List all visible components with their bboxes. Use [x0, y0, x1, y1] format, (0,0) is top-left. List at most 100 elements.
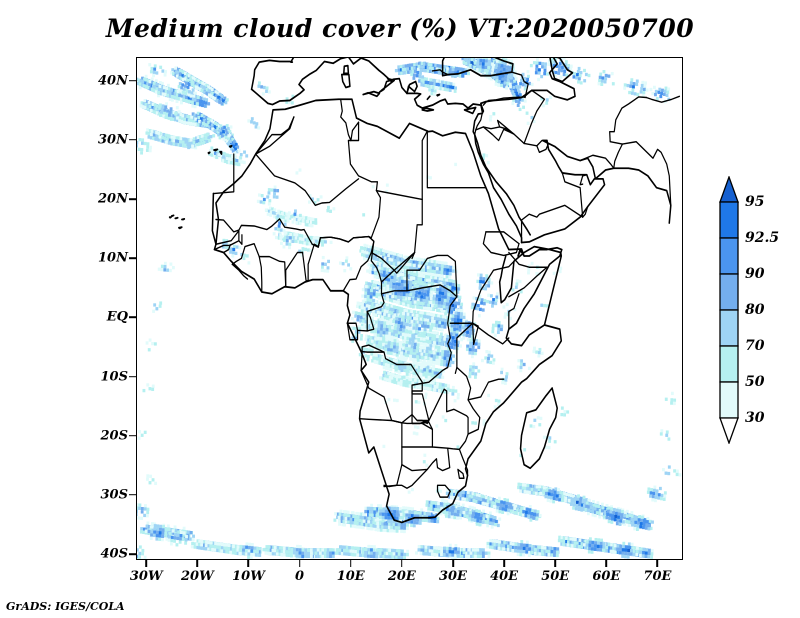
cloud-cell — [431, 272, 435, 277]
cloud-cell — [207, 89, 211, 93]
cloud-cell — [216, 149, 220, 153]
cloud-cell — [208, 152, 212, 156]
cloud-cell — [205, 139, 209, 144]
cloud-cell — [188, 115, 192, 119]
cloud-cell — [452, 279, 456, 284]
cloud-cell — [395, 259, 399, 264]
cloud-cell — [365, 244, 369, 248]
cloud-cell — [566, 67, 570, 71]
cloud-cell — [429, 176, 432, 180]
cloud-cell — [224, 242, 228, 246]
cloud-cell — [391, 255, 395, 259]
cloud-cell — [428, 278, 432, 282]
cloud-cell — [403, 67, 407, 71]
cloud-cell — [440, 71, 444, 75]
cloud-cell — [451, 74, 454, 78]
cloud-cell — [183, 143, 187, 147]
cloud-cell — [326, 269, 330, 273]
cloud-cell — [362, 246, 366, 251]
cloud-cell — [408, 63, 412, 68]
cloud-cell — [176, 116, 179, 120]
cloud-cell — [501, 77, 505, 81]
cloud-cell — [202, 97, 206, 101]
cloud-cell — [200, 113, 204, 118]
cloud-cell — [223, 125, 227, 129]
cloud-cell — [301, 241, 305, 245]
cloud-cell — [510, 59, 513, 64]
cloud-cell — [228, 154, 232, 158]
cloud-cell — [141, 105, 145, 109]
cloud-cell — [397, 65, 401, 69]
cloud-cell — [493, 68, 497, 72]
cloud-cell — [214, 90, 218, 94]
cloud-cell — [629, 81, 633, 85]
cloud-cell — [491, 65, 495, 69]
cloud-cell — [206, 132, 209, 137]
cloud-cell — [191, 88, 195, 92]
cloud-cell — [210, 153, 214, 157]
cloud-cell — [415, 264, 419, 268]
cloud-cell — [492, 58, 496, 60]
cloud-cell — [664, 86, 668, 90]
cloud-cell — [443, 271, 447, 275]
cloud-cell — [409, 70, 413, 74]
cloud-cell — [559, 75, 563, 79]
cloud-cell — [547, 62, 551, 66]
cloud-cell — [428, 259, 432, 263]
cloud-cell — [512, 93, 516, 97]
cloud-cell — [225, 239, 229, 243]
cloud-cell — [160, 107, 164, 111]
cloud-cell — [186, 114, 190, 119]
cloud-cell — [168, 135, 172, 139]
cloud-cell — [436, 64, 440, 68]
cloud-cell — [402, 302, 405, 306]
cloud-cell — [153, 130, 157, 134]
cloud-cell — [146, 142, 150, 146]
cloud-cell — [497, 79, 501, 84]
cloud-cell — [197, 139, 201, 143]
cloud-cell — [168, 97, 172, 102]
cloud-cell — [387, 268, 391, 273]
cloud-cell — [309, 248, 313, 253]
cloud-cell — [175, 70, 179, 74]
cloud-cell — [374, 257, 378, 261]
cloud-cell — [372, 259, 376, 264]
cloud-cell — [546, 72, 549, 76]
cloud-cell — [226, 246, 230, 250]
cloud-cell — [278, 229, 281, 234]
cloud-cell — [659, 94, 663, 99]
cloud-cell — [527, 74, 530, 79]
cloud-cell — [506, 78, 510, 83]
cloud-cell — [207, 135, 211, 140]
cloud-cell — [536, 58, 539, 62]
cloud-cell — [165, 86, 169, 91]
cloud-cell — [420, 61, 424, 66]
cloud-cell — [186, 85, 190, 90]
cloud-cell — [362, 213, 366, 217]
cloud-cell — [444, 84, 448, 88]
cloud-cell — [411, 69, 415, 74]
cloud-cell — [138, 82, 142, 86]
cloud-cell — [443, 65, 447, 69]
cloud-cell — [651, 91, 655, 96]
cloud-cell — [221, 94, 224, 99]
cloud-cell — [412, 276, 416, 280]
cloud-cell — [445, 278, 449, 282]
cloud-cell — [294, 236, 298, 240]
cloud-cell — [205, 98, 209, 102]
cloud-cell — [225, 131, 229, 135]
cloud-cell — [432, 63, 436, 67]
cloud-cell — [161, 139, 165, 143]
cloud-cell — [401, 276, 405, 280]
cloud-cell — [504, 74, 508, 79]
cloud-cell — [442, 68, 446, 72]
cloud-cell — [197, 79, 201, 83]
cloud-cell — [296, 214, 300, 219]
cloud-cell — [391, 299, 395, 303]
cloud-cell — [538, 68, 541, 72]
cloud-cell — [487, 59, 491, 64]
cloud-cell — [308, 193, 312, 198]
cloud-cell — [431, 266, 435, 270]
cloud-cell — [446, 67, 449, 71]
cloud-cell — [643, 84, 647, 88]
